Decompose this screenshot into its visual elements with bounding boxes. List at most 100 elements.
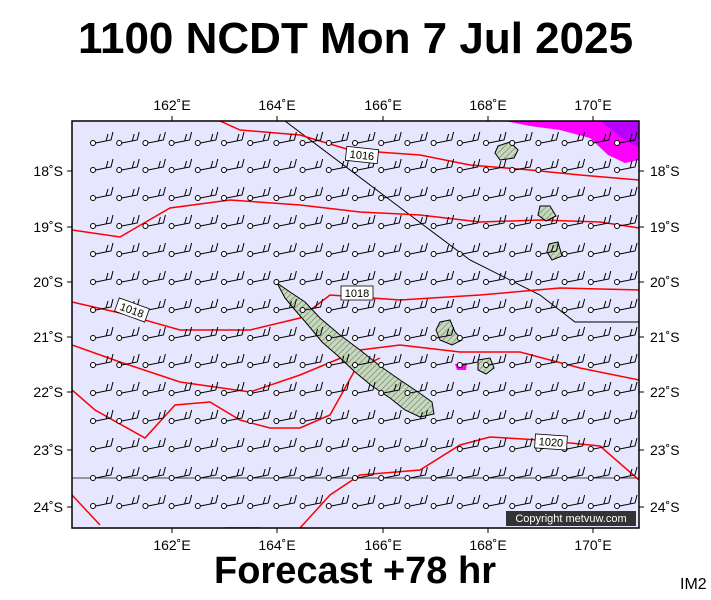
wind-barb-station: [247, 335, 254, 341]
wind-barb-station: [404, 140, 411, 146]
wind-barb: [226, 437, 245, 450]
wind-barb: [593, 409, 612, 422]
wind-barb: [409, 466, 428, 479]
wind-barb: [488, 214, 507, 227]
wind-barb-station: [509, 307, 516, 313]
wind-barb: [174, 131, 193, 144]
svg-text:1020: 1020: [538, 436, 563, 450]
wind-barb-station: [90, 418, 96, 424]
wind-barb: [331, 270, 350, 283]
wind-barb: [226, 353, 245, 366]
wind-barb: [619, 298, 638, 311]
wind-barb-station: [116, 503, 123, 509]
wind-barb: [121, 409, 140, 422]
wind-barb-station: [90, 307, 96, 313]
lon-label-top-164: 164˚E: [258, 97, 295, 113]
wind-barb-station: [194, 140, 201, 146]
wind-barb: [409, 242, 428, 255]
wind-barb-station: [221, 195, 227, 201]
wind-barb-station: [535, 251, 542, 257]
wind-barb: [488, 131, 507, 144]
lat-label-left-20: 20˚S: [33, 274, 63, 290]
wind-barb: [409, 437, 428, 450]
wind-barb: [278, 270, 297, 283]
wind-barb-station: [194, 307, 201, 313]
wind-barb: [593, 270, 612, 283]
wind-barb: [619, 326, 638, 339]
wind-barb-station: [116, 279, 123, 285]
wind-barb: [226, 186, 245, 199]
wind-barb-station: [430, 195, 437, 201]
wind-barb: [95, 242, 114, 255]
isobar-label-1018-center: 1018: [340, 285, 374, 301]
wind-barb-station: [168, 279, 175, 285]
wind-barb: [462, 381, 481, 394]
lat-label-right-21: 21˚S: [650, 329, 680, 345]
wind-barb-station: [325, 503, 332, 509]
wind-barb: [540, 270, 559, 283]
wind-barb: [305, 326, 324, 339]
wind-barb: [488, 494, 507, 507]
wind-barb: [252, 270, 271, 283]
wind-barb: [514, 437, 533, 450]
wind-barb: [462, 326, 481, 339]
wind-barb-station: [561, 307, 568, 313]
wind-barb: [409, 298, 428, 311]
wind-barb-station: [194, 418, 201, 424]
wind-barb-station: [352, 251, 358, 257]
wind-barb: [121, 326, 140, 339]
wind-barb: [540, 326, 559, 339]
wind-barb-station: [142, 418, 149, 424]
wind-barb: [593, 214, 612, 227]
wind-barb-station: [194, 335, 201, 341]
wind-barb: [619, 131, 638, 144]
wind-barb: [95, 437, 114, 450]
wind-barb: [226, 242, 245, 255]
wind-barb-station: [168, 446, 175, 452]
wind-barb-station: [587, 251, 594, 257]
wind-barb: [383, 494, 402, 507]
wind-barb-station: [535, 362, 542, 368]
wind-barb-station: [142, 446, 149, 452]
wind-barb-station: [142, 195, 149, 201]
wind-barb-station: [221, 251, 227, 257]
wind-barb-station: [378, 390, 385, 396]
lat-label-right-18: 18˚S: [650, 163, 680, 179]
wind-barb-station: [221, 307, 227, 313]
wind-barb: [488, 409, 507, 422]
wind-barb-station: [614, 503, 620, 509]
wind-barb-station: [535, 475, 542, 481]
wind-barb: [514, 158, 533, 171]
wind-barb: [514, 186, 533, 199]
wind-barb: [305, 494, 324, 507]
wind-barb-station: [90, 390, 96, 396]
wind-barb: [226, 131, 245, 144]
wind-barb: [357, 494, 376, 507]
ocean-background: [72, 121, 639, 528]
new-caledonia-island: [276, 282, 435, 418]
wind-barb-station: [299, 418, 306, 424]
wind-barb: [540, 214, 559, 227]
wind-barb: [147, 353, 166, 366]
wind-barb: [147, 298, 166, 311]
wind-barb-station: [194, 251, 201, 257]
wind-barb-station: [535, 195, 542, 201]
wind-barb: [567, 242, 586, 255]
lifou-island: [435, 319, 463, 346]
wind-barb: [278, 353, 297, 366]
wind-barb-station: [404, 418, 411, 424]
wind-barb: [488, 298, 507, 311]
wind-barb: [278, 131, 297, 144]
wind-barb-station: [456, 335, 463, 341]
wind-barb: [619, 409, 638, 422]
wind-barb: [121, 242, 140, 255]
lat-label-right-24: 24˚S: [650, 499, 680, 515]
wind-barb: [357, 381, 376, 394]
wind-barb-station: [90, 140, 96, 146]
wind-barb: [331, 494, 350, 507]
wind-barb: [331, 466, 350, 479]
wind-barb: [331, 381, 350, 394]
wind-barb: [619, 214, 638, 227]
wind-barb: [462, 353, 481, 366]
